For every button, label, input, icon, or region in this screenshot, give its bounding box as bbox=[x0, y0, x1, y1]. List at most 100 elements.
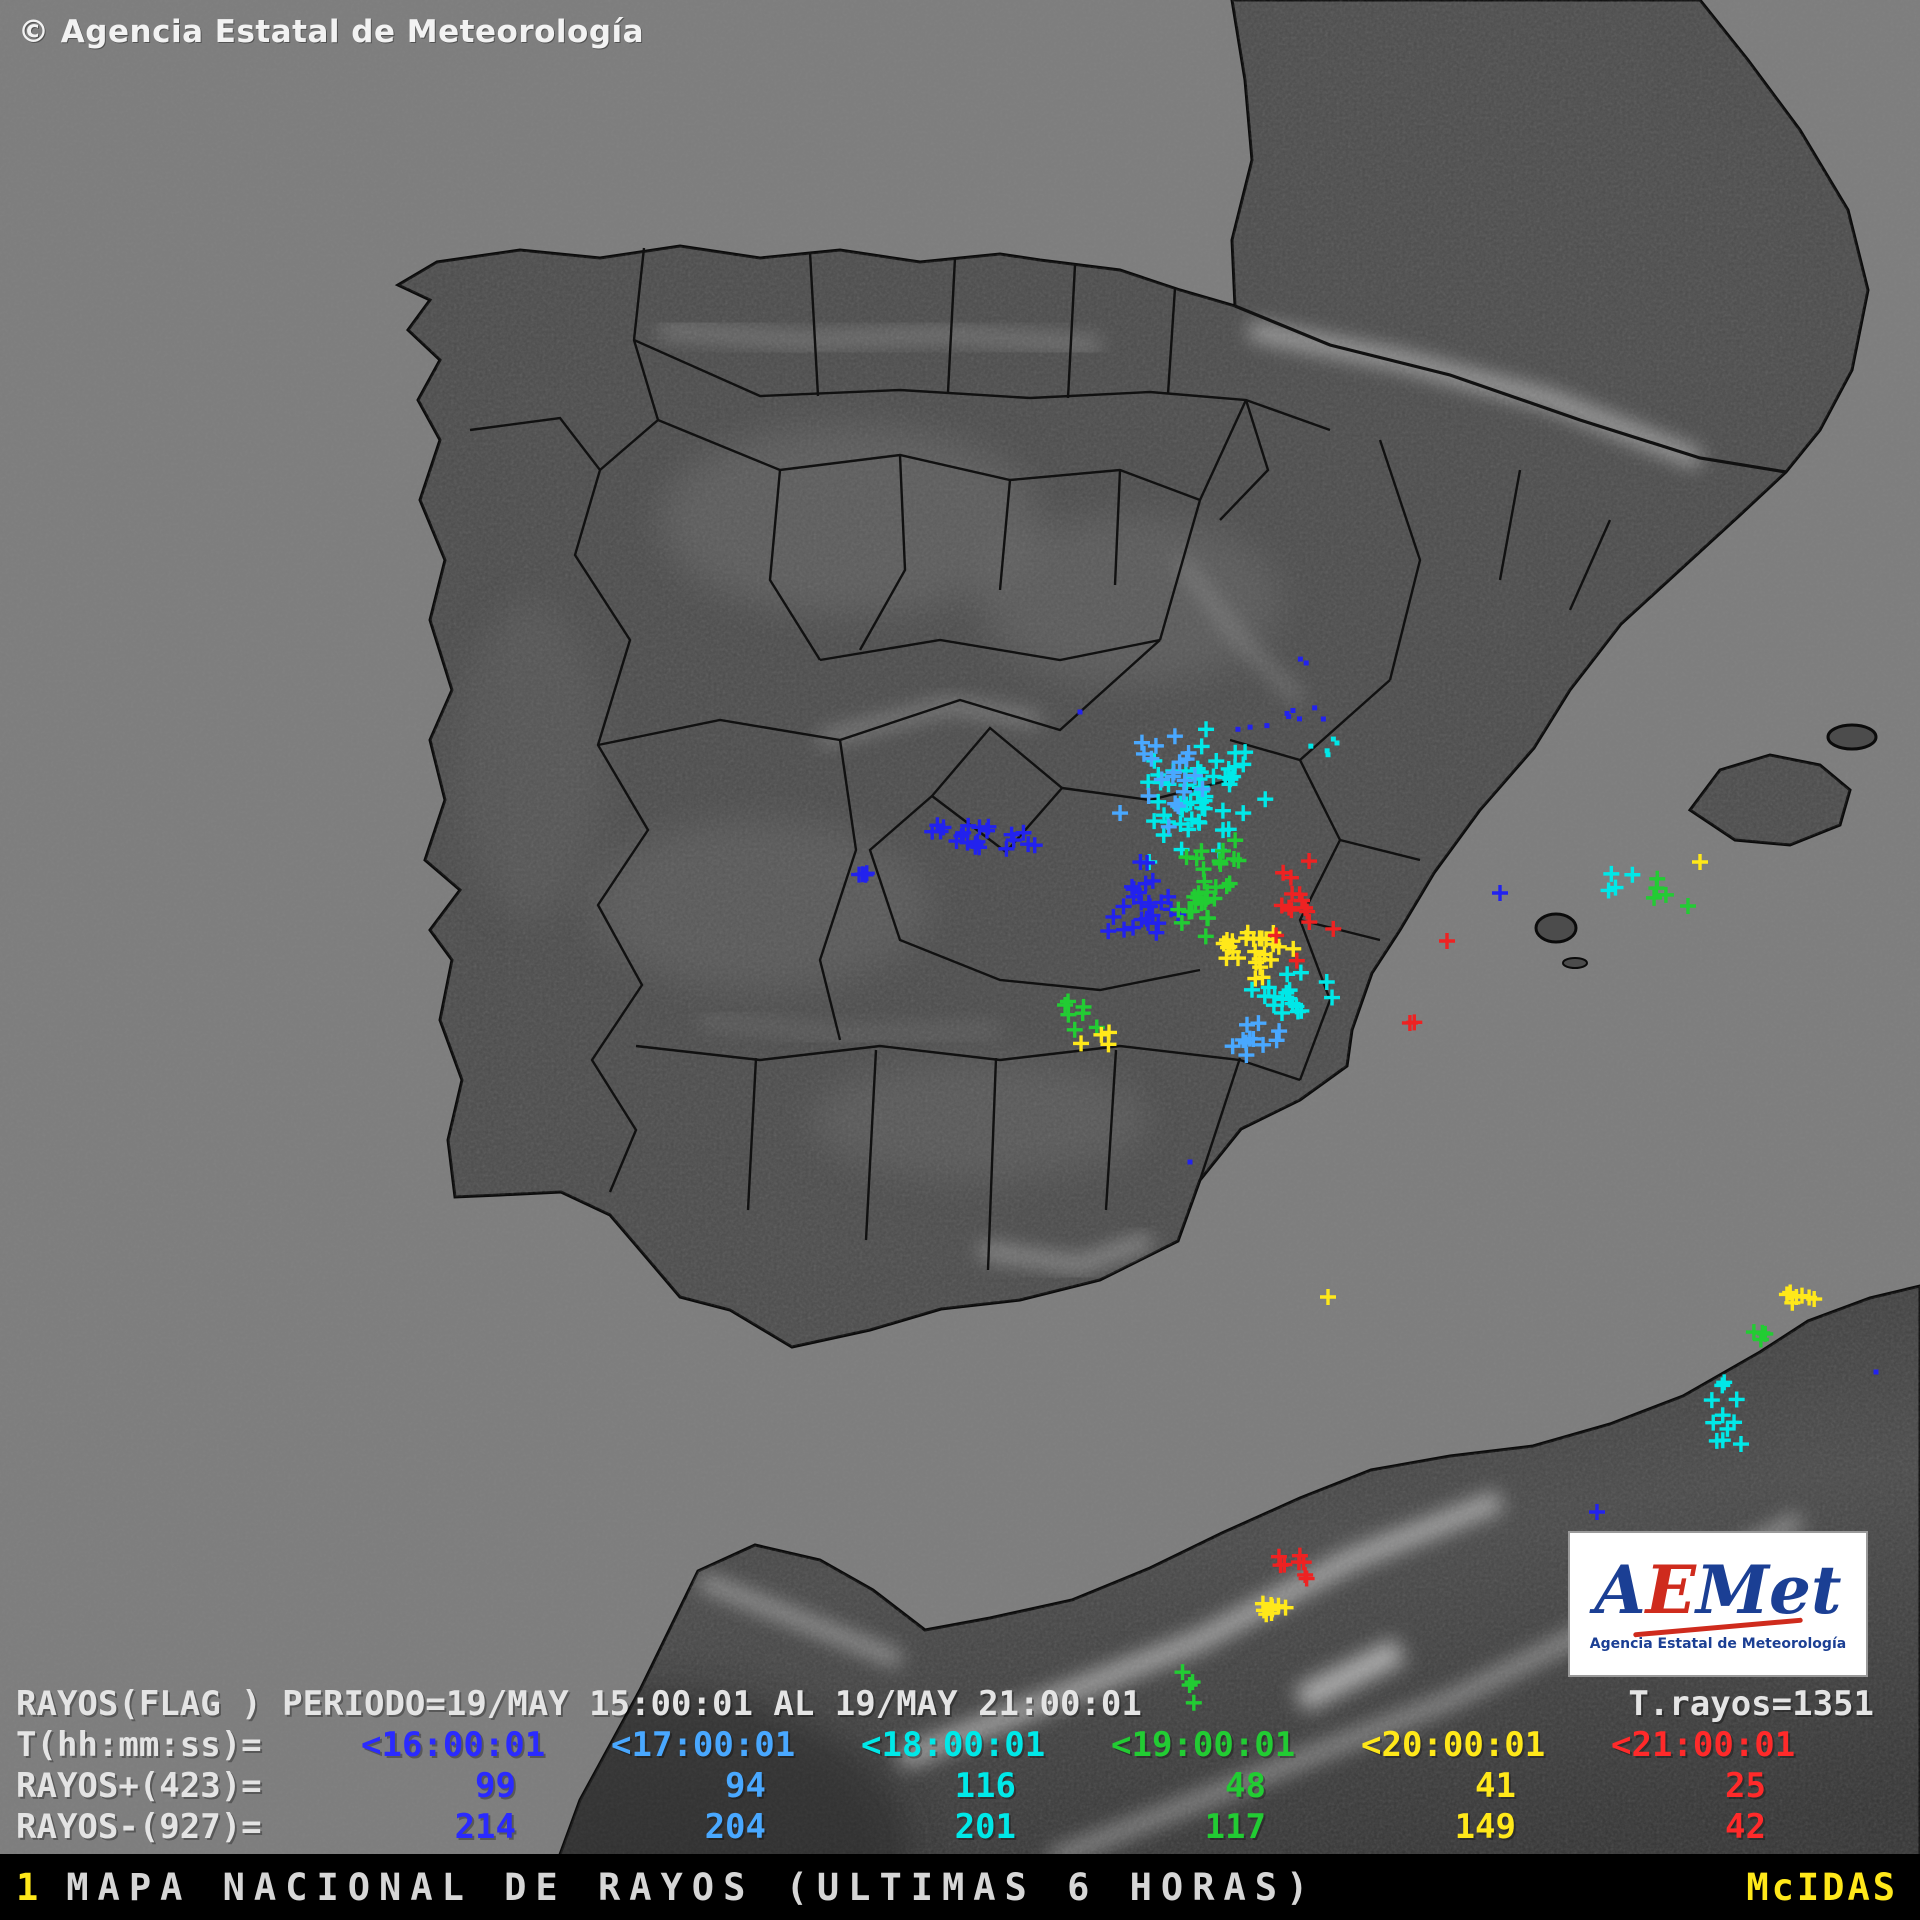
lightning-strike bbox=[1147, 737, 1164, 754]
logo-letter-e: E bbox=[1645, 1550, 1696, 1629]
lightning-strike bbox=[1105, 908, 1122, 925]
lightning-strike bbox=[1180, 821, 1197, 838]
lightning-strike bbox=[1238, 1016, 1255, 1033]
lightning-strike bbox=[1224, 1038, 1241, 1055]
lightning-strike bbox=[1115, 898, 1132, 915]
lightning-strike bbox=[1245, 931, 1262, 948]
lightning-strike bbox=[1289, 1003, 1306, 1020]
lightning-strike bbox=[1148, 924, 1165, 941]
lightning-strike bbox=[1264, 723, 1270, 729]
lightning-strike bbox=[1205, 768, 1222, 785]
lightning-strikes bbox=[851, 656, 1879, 1711]
lightning-strike bbox=[953, 828, 970, 845]
legend-block: RAYOS(FLAG ) PERIODO=19/MAY 15:00:01 AL … bbox=[0, 1682, 1920, 1854]
lightning-strike bbox=[1112, 805, 1129, 822]
lightning-strike bbox=[1198, 721, 1215, 738]
lightning-strike bbox=[1268, 927, 1285, 944]
copyright-notice: © Agencia Estatal de Meteorología bbox=[18, 14, 645, 50]
lightning-strike bbox=[1603, 865, 1620, 882]
lightning-strike bbox=[1215, 935, 1232, 952]
lightning-strike bbox=[1235, 726, 1241, 732]
lightning-strike bbox=[1732, 1436, 1749, 1453]
time-row-label: T(hh:mm:ss)= bbox=[16, 1725, 262, 1765]
province-borders bbox=[469, 247, 1787, 1271]
negative-strikes-label: RAYOS-(927)= bbox=[16, 1807, 262, 1847]
lightning-strike bbox=[1298, 1570, 1315, 1587]
lightning-strike bbox=[1140, 787, 1157, 804]
formentera-island bbox=[1562, 957, 1588, 969]
lightning-strike bbox=[1195, 861, 1212, 878]
lightning-strike bbox=[1296, 716, 1302, 722]
positive-count: 99 bbox=[475, 1766, 516, 1806]
lightning-strike bbox=[1705, 1414, 1722, 1431]
lightning-strike bbox=[1714, 1377, 1731, 1394]
ibiza-island bbox=[1534, 912, 1578, 944]
lightning-strike bbox=[1273, 897, 1290, 914]
map-title: MAPA NACIONAL DE RAYOS (ULTIMAS 6 HORAS) bbox=[66, 1865, 1318, 1909]
lightning-strike bbox=[1439, 933, 1455, 949]
lightning-strike bbox=[1649, 870, 1666, 887]
lightning-strike bbox=[1290, 708, 1296, 714]
logo-letter-a: A bbox=[1594, 1550, 1646, 1629]
lightning-strike bbox=[1285, 940, 1302, 957]
positive-count: 41 bbox=[1475, 1766, 1516, 1806]
lightning-strike bbox=[1184, 1674, 1201, 1691]
lightning-strike bbox=[1256, 988, 1273, 1005]
lightning-strike bbox=[1254, 969, 1271, 986]
lightning-strike bbox=[1167, 795, 1184, 812]
lightning-strike bbox=[1186, 767, 1203, 784]
lightning-strike bbox=[1297, 656, 1303, 662]
lightning-strike bbox=[1284, 885, 1301, 902]
lightning-strike bbox=[1170, 798, 1187, 815]
lightning-strike bbox=[924, 823, 941, 840]
lightning-strike bbox=[1190, 813, 1207, 830]
lightning-strike bbox=[1278, 984, 1295, 1001]
lightning-strike bbox=[1005, 832, 1022, 849]
lightning-strike bbox=[1193, 738, 1210, 755]
lightning-strike bbox=[1146, 813, 1163, 830]
lightning-strike bbox=[1227, 832, 1244, 849]
lightning-strike bbox=[1318, 974, 1335, 991]
lightning-strike bbox=[1220, 821, 1237, 838]
lightning-strike bbox=[1308, 743, 1314, 749]
landmasses bbox=[396, 0, 1920, 1920]
lightning-strike bbox=[1292, 964, 1309, 981]
lightning-strike bbox=[1143, 750, 1160, 767]
lightning-strike bbox=[1196, 792, 1213, 809]
lightning-strike bbox=[1286, 713, 1292, 719]
positive-count: 116 bbox=[954, 1766, 1016, 1806]
lightning-strike bbox=[1066, 1021, 1083, 1038]
lightning-strike bbox=[1268, 1032, 1285, 1049]
legend-time: <20:00:01 bbox=[1361, 1725, 1546, 1765]
lightning-strike bbox=[1624, 866, 1641, 883]
lightning-strike bbox=[1303, 660, 1309, 666]
lightning-strike bbox=[1093, 1026, 1110, 1043]
lightning-strike bbox=[1185, 1694, 1202, 1711]
lightning-strike bbox=[1716, 1374, 1733, 1391]
lightning-strike bbox=[1125, 919, 1142, 936]
logo-letters-met: Met bbox=[1695, 1550, 1842, 1629]
lightning-strike bbox=[1324, 989, 1341, 1006]
legend-time: <17:00:01 bbox=[611, 1725, 796, 1765]
lightning-strike bbox=[978, 822, 995, 839]
lightning-strike bbox=[1057, 996, 1074, 1013]
lightning-strike bbox=[971, 819, 988, 836]
lightning-strike bbox=[1778, 1286, 1795, 1303]
lightning-strike bbox=[1218, 878, 1235, 895]
negative-count: 214 bbox=[454, 1807, 516, 1847]
lightning-strike bbox=[1646, 889, 1663, 906]
aemet-logo: AEMet Agencia Estatal de Meteorología bbox=[1568, 1531, 1868, 1677]
lightning-strike bbox=[1166, 728, 1183, 745]
lightning-strike bbox=[1208, 753, 1225, 770]
lightning-strike bbox=[1254, 1595, 1271, 1612]
positive-count: 48 bbox=[1225, 1766, 1266, 1806]
lightning-strike bbox=[1754, 1324, 1771, 1341]
title-bar: 1 MAPA NACIONAL DE RAYOS (ULTIMAS 6 HORA… bbox=[0, 1854, 1920, 1920]
lightning-strike bbox=[1221, 875, 1238, 892]
time-row: T(hh:mm:ss)= <16:00:01 <17:00:01 <18:00:… bbox=[16, 1725, 1904, 1766]
lightning-strike bbox=[1270, 938, 1287, 955]
positive-strikes-label: RAYOS+(423)= bbox=[16, 1766, 262, 1806]
positive-strikes-row: RAYOS+(423)= 99 94 116 48 41 25 bbox=[16, 1766, 1904, 1807]
lightning-strike bbox=[1224, 943, 1241, 960]
positive-count: 94 bbox=[725, 1766, 766, 1806]
